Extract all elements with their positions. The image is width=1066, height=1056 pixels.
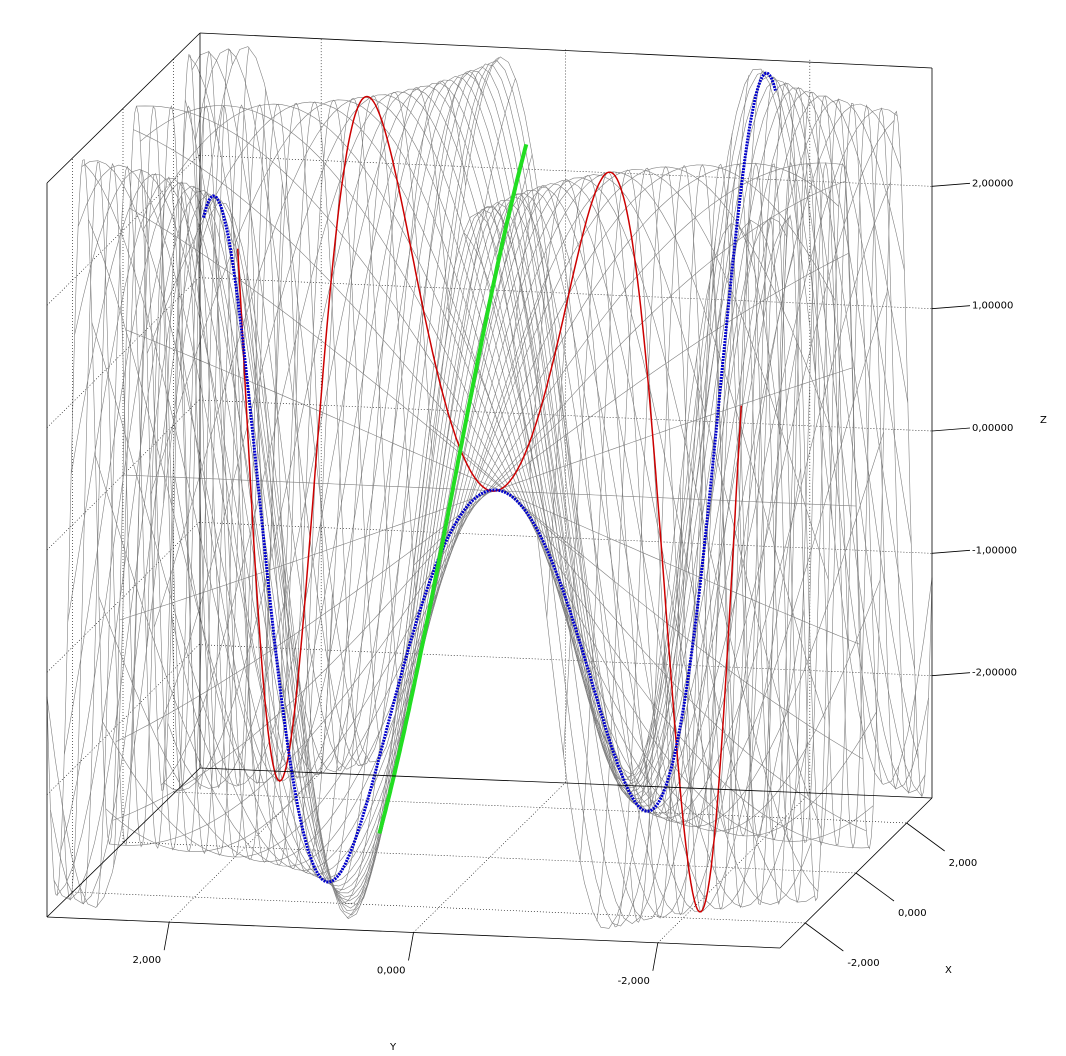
mesh-line bbox=[313, 80, 466, 892]
y-tick-label: 2,000 bbox=[133, 955, 162, 966]
mesh-line bbox=[198, 46, 933, 785]
mesh-line bbox=[178, 75, 912, 796]
z-tick-label: -1,00000 bbox=[972, 545, 1017, 556]
grid-line bbox=[198, 644, 933, 676]
mesh-line bbox=[246, 97, 400, 870]
ticks: -2,000 0,000 2,000 -2,000 0,000 2,000 -2,00000… bbox=[133, 178, 1017, 987]
z-axis-label: Z bbox=[1040, 415, 1047, 426]
surface-mesh bbox=[46, 46, 933, 929]
mesh-line bbox=[329, 71, 483, 903]
grid-line bbox=[122, 841, 857, 874]
z-tick-label: 2,00000 bbox=[972, 178, 1013, 189]
mesh-line bbox=[279, 92, 433, 878]
mesh-line bbox=[213, 101, 366, 863]
mesh-line bbox=[130, 105, 283, 852]
mesh-line bbox=[184, 70, 919, 789]
grid-line bbox=[46, 155, 200, 306]
mesh-line bbox=[160, 91, 895, 815]
mesh-line bbox=[174, 79, 909, 800]
z-tick-label: 0,00000 bbox=[972, 423, 1013, 434]
curve bbox=[202, 71, 777, 884]
x-tick bbox=[805, 922, 844, 952]
x-tick-label: 2,000 bbox=[949, 858, 978, 869]
z-tick bbox=[931, 672, 971, 677]
mesh-line bbox=[96, 47, 250, 907]
mesh-line bbox=[153, 96, 888, 823]
mesh-line bbox=[296, 87, 450, 884]
x-tick-label: -2,000 bbox=[847, 958, 879, 969]
box-edge bbox=[46, 32, 201, 184]
mesh-line bbox=[263, 95, 416, 874]
z-tick bbox=[931, 549, 971, 554]
mesh-line bbox=[180, 103, 333, 858]
curves bbox=[202, 71, 777, 913]
grid-line bbox=[198, 522, 933, 554]
y-tick-label: 0,000 bbox=[377, 966, 406, 977]
z-tick-label: -2,00000 bbox=[972, 668, 1017, 679]
mesh-line bbox=[171, 82, 905, 803]
z-tick bbox=[931, 427, 971, 432]
mesh-line bbox=[191, 51, 926, 794]
grid-line bbox=[657, 792, 811, 944]
y-axis-label: Y bbox=[389, 1042, 397, 1053]
mesh-line bbox=[113, 88, 266, 867]
x-axis-label: X bbox=[945, 965, 952, 976]
y-tick bbox=[652, 942, 659, 971]
z-tick bbox=[931, 305, 971, 310]
mesh-line bbox=[396, 273, 550, 707]
x-tick bbox=[855, 872, 895, 902]
mesh-line bbox=[129, 208, 864, 760]
z-tick-label: 1,00000 bbox=[972, 301, 1013, 312]
z-tick bbox=[931, 182, 971, 187]
grid-line bbox=[72, 891, 806, 924]
box-edge bbox=[46, 767, 201, 918]
mesh-line bbox=[188, 55, 922, 797]
mesh-line bbox=[80, 48, 233, 905]
mesh-line bbox=[143, 103, 877, 837]
mesh-line bbox=[195, 48, 929, 790]
grid-line bbox=[173, 791, 907, 824]
mesh-line bbox=[133, 129, 867, 832]
y-tick bbox=[163, 922, 170, 951]
box-edge bbox=[199, 32, 933, 69]
y-tick bbox=[408, 932, 414, 961]
mesh-line bbox=[181, 72, 915, 793]
box-edge bbox=[199, 767, 933, 799]
y-tick-label: -2,000 bbox=[618, 976, 650, 987]
grid-line bbox=[198, 155, 933, 187]
mesh-line bbox=[150, 99, 884, 827]
x-tick bbox=[906, 822, 945, 852]
x-tick-label: 0,000 bbox=[898, 908, 927, 919]
mesh-line bbox=[163, 104, 316, 856]
mesh-line bbox=[63, 50, 216, 901]
mesh-line bbox=[346, 57, 500, 919]
curve bbox=[377, 143, 529, 835]
mesh-line bbox=[46, 53, 200, 897]
grid-line bbox=[46, 522, 200, 673]
mesh-line bbox=[146, 101, 881, 832]
mesh-line bbox=[136, 105, 870, 849]
